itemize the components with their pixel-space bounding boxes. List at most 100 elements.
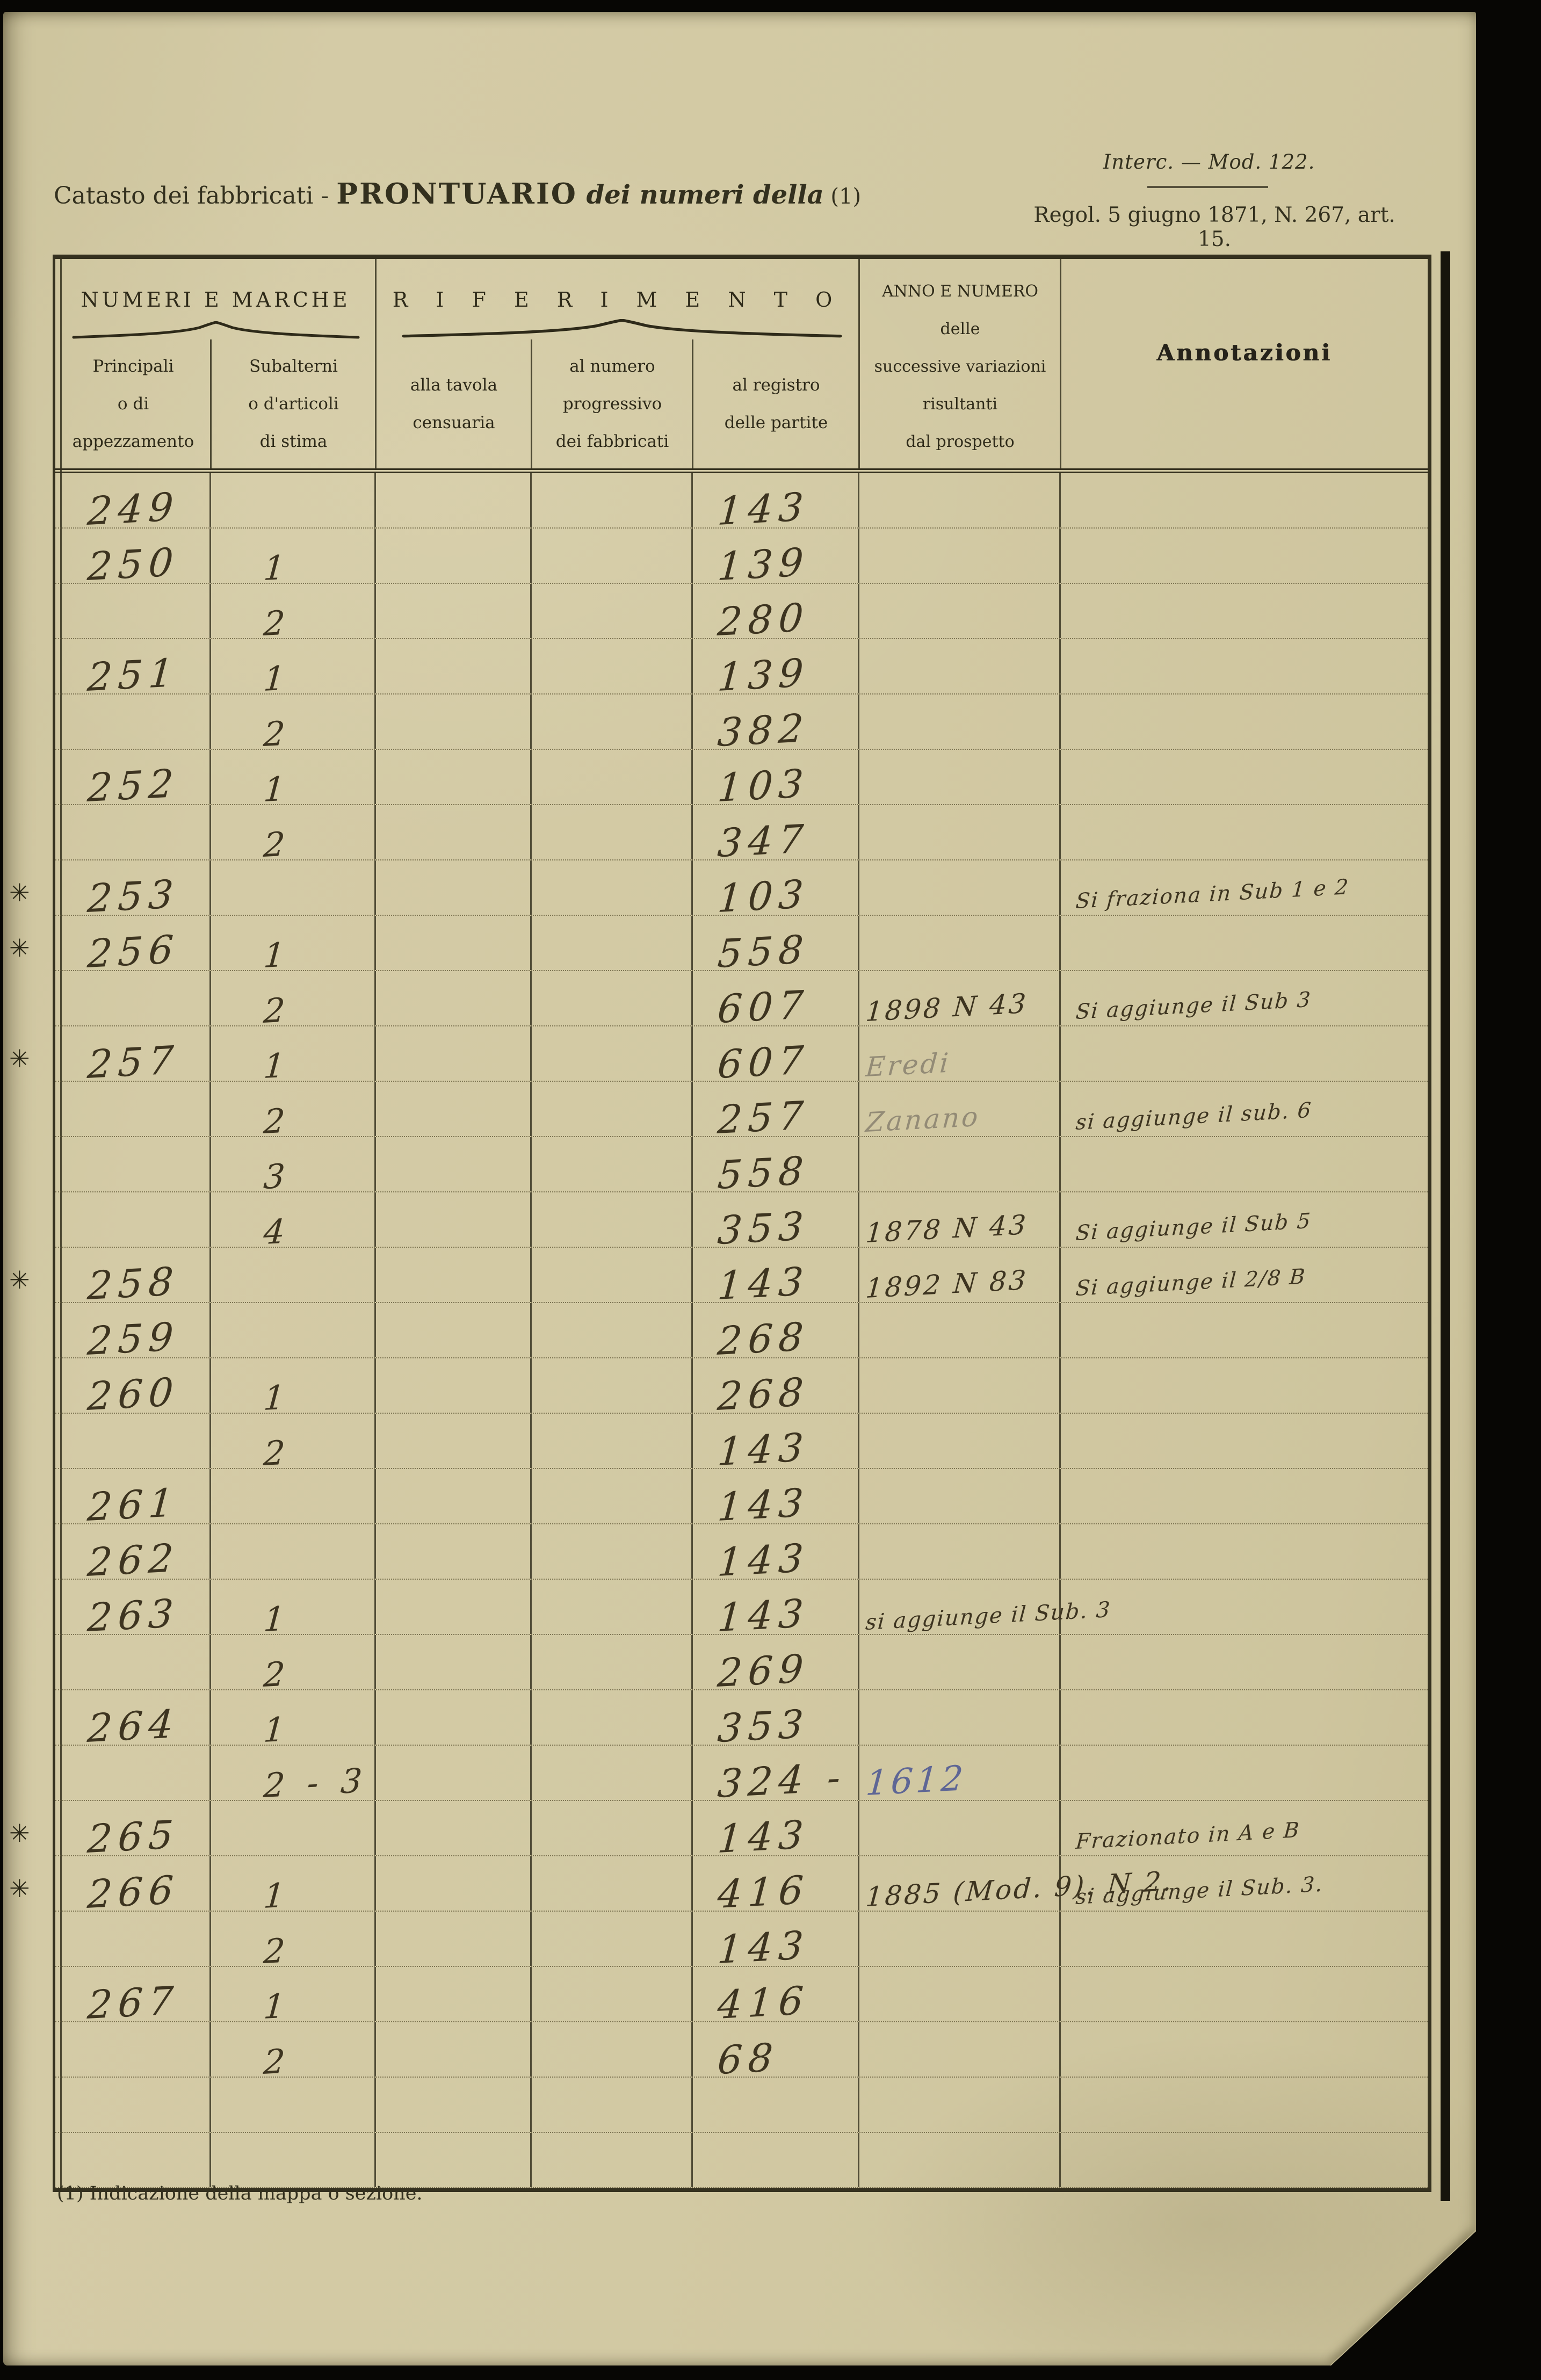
registro-value: 103 <box>716 871 811 922</box>
table-row: 249 143 <box>55 473 1428 529</box>
principale-value: 250 <box>86 539 181 590</box>
principale-value: 260 <box>86 1369 181 1420</box>
subalterno-value: 2 <box>262 1433 292 1474</box>
registro-value: 268 <box>716 1369 811 1420</box>
table-row: 262 143 <box>55 1524 1428 1580</box>
table-row: 2 280 <box>55 584 1428 639</box>
cell-principale <box>55 971 211 1025</box>
cell-anno-e-numero <box>859 1635 1061 1689</box>
registro-value: 139 <box>716 539 811 590</box>
cell-subalterno: 1 <box>211 1358 376 1413</box>
annotazione-value: Si fraziona in Sub 1 e 2 <box>1075 875 1350 914</box>
cell-principale: ✳ 266 <box>55 1856 211 1911</box>
subalterno-value: 1 <box>262 1986 292 2027</box>
cell-registro-partite <box>693 2078 859 2132</box>
principale-value: 266 <box>86 1867 181 1918</box>
cell-numero-progressivo <box>532 860 693 915</box>
registro-value: 143 <box>716 1922 811 1973</box>
cell-tavola-censuaria <box>376 2078 532 2132</box>
subalterno-value: 1 <box>262 1875 292 1916</box>
registro-value: 103 <box>716 760 811 811</box>
table-row: 2 347 <box>55 805 1428 860</box>
cell-subalterno: 2 <box>211 2022 376 2077</box>
subalterno-value: 1 <box>262 1045 292 1087</box>
cell-subalterno: 2 <box>211 584 376 638</box>
principale-value: 249 <box>86 483 181 534</box>
cell-registro-partite: 143 <box>693 1912 859 1966</box>
cell-numero-progressivo <box>532 584 693 638</box>
cell-subalterno: 2 <box>211 971 376 1025</box>
column-rule <box>210 339 212 468</box>
cell-registro-partite: 269 <box>693 1635 859 1689</box>
registro-value: 68 <box>716 2034 780 2084</box>
cell-anno-e-numero <box>859 1967 1061 2021</box>
cell-annotazione <box>1061 1690 1428 1745</box>
table-row: 259 268 <box>55 1303 1428 1358</box>
registro-value: 143 <box>716 1590 811 1641</box>
table-row: 250 1 139 <box>55 529 1428 584</box>
cell-annotazione <box>1061 473 1428 527</box>
cell-annotazione <box>1061 1580 1428 1634</box>
subalterno-value: 1 <box>262 769 292 810</box>
annotazione-value: si aggiunge il Sub. 3. <box>1075 1872 1325 1910</box>
table-row: 2 143 <box>55 1414 1428 1469</box>
registro-value: 143 <box>716 1535 811 1586</box>
table-row: 2 382 <box>55 695 1428 750</box>
margin-asterisk-icon: ✳ <box>9 878 30 907</box>
cell-subalterno: 1 <box>211 750 376 804</box>
cell-tavola-censuaria <box>376 695 532 749</box>
title-prefix: Catasto dei fabbricati - <box>54 182 337 209</box>
cell-tavola-censuaria <box>376 1967 532 2021</box>
column-header-registro-partite: al registro delle partite <box>724 375 828 432</box>
registro-value: 280 <box>716 594 811 645</box>
principale-value: 252 <box>86 760 181 811</box>
cell-principale: 263 <box>55 1580 211 1634</box>
cell-tavola-censuaria <box>376 1414 532 1468</box>
column-rule <box>858 259 860 468</box>
cell-tavola-censuaria <box>376 971 532 1025</box>
cell-tavola-censuaria <box>376 2022 532 2077</box>
cell-annotazione: Si fraziona in Sub 1 e 2 <box>1061 860 1428 915</box>
cell-anno-e-numero <box>859 1801 1061 1855</box>
cell-subalterno: 2 <box>211 805 376 859</box>
cell-anno-e-numero <box>859 584 1061 638</box>
cell-registro-partite: 143 <box>693 1580 859 1634</box>
registro-value: 607 <box>716 981 811 1032</box>
cell-principale <box>55 1137 211 1191</box>
cell-registro-partite: 416 <box>693 1856 859 1911</box>
cell-tavola-censuaria <box>376 1303 532 1357</box>
registro-value: 257 <box>716 1092 811 1143</box>
table-row: 264 1 353 <box>55 1690 1428 1746</box>
cell-registro-partite: 324 - <box>693 1746 859 1800</box>
cell-numero-progressivo <box>532 2078 693 2132</box>
cell-principale <box>55 2133 211 2187</box>
cell-annotazione <box>1061 1469 1428 1523</box>
subalterno-value: 3 <box>262 1156 292 1197</box>
cell-principale: 252 <box>55 750 211 804</box>
cell-numero-progressivo <box>532 805 693 859</box>
table-row: 2 269 <box>55 1635 1428 1690</box>
cell-anno-e-numero <box>859 529 1061 583</box>
title-main: PRONTUARIO <box>336 177 577 211</box>
subalterno-value: 1 <box>262 658 292 699</box>
page-title: Catasto dei fabbricati - PRONTUARIO dei … <box>54 177 861 211</box>
cell-tavola-censuaria <box>376 916 532 970</box>
column-header-annotazioni: Annotazioni <box>1156 339 1332 366</box>
cell-annotazione <box>1061 916 1428 970</box>
cell-subalterno: 2 <box>211 1082 376 1136</box>
cell-tavola-censuaria <box>376 639 532 693</box>
cell-principale: ✳ 253 <box>55 860 211 915</box>
cell-registro-partite: 143 <box>693 1801 859 1855</box>
principale-value: 263 <box>86 1590 181 1641</box>
registro-value: 353 <box>716 1203 811 1254</box>
cell-principale <box>55 1912 211 1966</box>
column-header-principali: Principali o di appezzamento <box>72 357 194 451</box>
registro-value: 143 <box>716 1424 811 1475</box>
cell-anno-e-numero <box>859 473 1061 527</box>
cell-anno-e-numero <box>859 2022 1061 2077</box>
cell-anno-e-numero <box>859 805 1061 859</box>
margin-asterisk-icon: ✳ <box>9 1044 30 1073</box>
subalterno-value: 4 <box>262 1211 292 1253</box>
cell-numero-progressivo <box>532 1469 693 1523</box>
